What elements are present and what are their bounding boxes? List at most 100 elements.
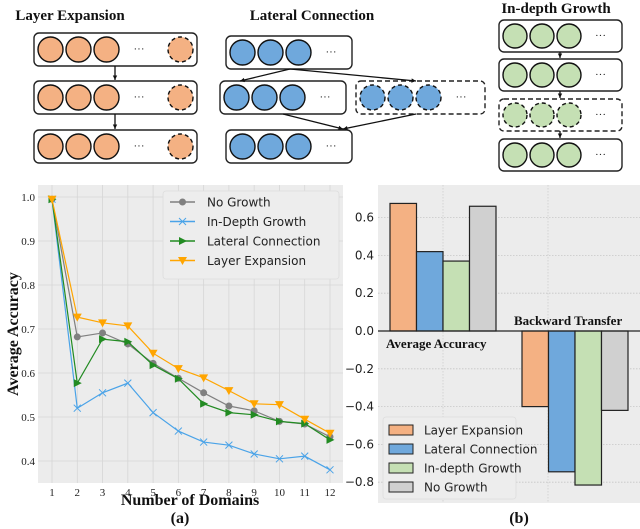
marker-triangle-down (123, 322, 133, 331)
marker-x (199, 438, 208, 446)
marker-triangle-down (173, 365, 183, 374)
lateral-row-new: ··· (355, 80, 486, 115)
marker-x-stroke (250, 450, 259, 458)
marker-circle (225, 402, 233, 410)
ellipsis: ··· (595, 30, 606, 42)
ellipsis: ··· (134, 44, 145, 56)
series-line (51, 199, 331, 434)
y-tick-label: 0.0 (355, 324, 374, 338)
x-axis-label: Number of Domains (121, 492, 259, 509)
marker-triangle-down (47, 195, 57, 204)
legend-swatch (388, 462, 414, 474)
in-depth-row: ··· (498, 58, 623, 92)
arrow-head (343, 125, 348, 131)
neuron (65, 84, 92, 111)
ellipsis: ··· (134, 141, 145, 153)
legend-swatch (388, 424, 414, 436)
x-tick-label: 7 (201, 487, 207, 499)
bars (378, 202, 640, 486)
marker-x (178, 217, 187, 226)
series-line (51, 199, 331, 471)
lateral-row-bottom: ··· (225, 129, 353, 164)
series-layer-expansion (47, 195, 335, 438)
legend-label: Lateral Connection (207, 235, 320, 249)
neuron (229, 39, 256, 66)
legend-label: Lateral Connection (424, 443, 537, 457)
in-depth-row: ··· (498, 138, 623, 172)
layer-box (498, 138, 623, 172)
bar-in-depth-growth (442, 260, 471, 332)
in-depth-row: ··· (498, 98, 623, 132)
bar-layer-expansion (389, 202, 418, 332)
layer-box (225, 129, 353, 164)
legend-entry: Lateral Connection (388, 443, 537, 457)
x-tick-label: 3 (100, 487, 106, 499)
axis-ticks: 1 2 3 4 5 6 7 8 9 10 11 120.40.50.60.70.80.91.0 (21, 192, 335, 499)
category-label-average-accuracy: Average Accuracy (386, 336, 487, 351)
neuron (251, 84, 278, 111)
legend-swatch (388, 481, 414, 493)
legend-entry: No Growth (388, 481, 488, 495)
marker-x-stroke (225, 441, 233, 450)
marker-triangle-down (178, 257, 187, 265)
neuron (529, 62, 555, 88)
marker-triangle-down (98, 319, 108, 328)
bar-chart-metrics: −0.8 −0.6 −0.4 −0.2 0.0 0.2 0.4 0.6 Layer Expan… (345, 185, 640, 527)
neuron (257, 133, 284, 160)
ellipsis: ··· (595, 109, 606, 121)
x-tick-label: 2 (75, 487, 81, 499)
marker-x-stroke (98, 388, 107, 397)
neuron (285, 39, 312, 66)
layer-box (498, 98, 623, 132)
marker-x (250, 450, 259, 458)
x-tick-label: 8 (226, 487, 232, 499)
neuron (529, 102, 555, 128)
marker-triangle-down (249, 400, 259, 409)
marker-triangle-right (275, 417, 284, 426)
y-tick-label: −0.4 (345, 400, 374, 414)
marker-x (326, 465, 334, 474)
neuron (556, 142, 582, 168)
y-tick-label: 0.9 (21, 236, 35, 248)
y-tick-label: 0.5 (21, 412, 35, 424)
arrow-head (338, 125, 343, 131)
neuron (556, 102, 582, 128)
arrow-head (557, 93, 563, 98)
legend: No Growth In-Depth Growth Lateral Connecti… (162, 190, 340, 280)
neuron (65, 36, 92, 63)
diagram-title-lateral-connection: Lateral Connection (250, 8, 375, 24)
marker-triangle-right (174, 374, 183, 383)
arrow-head (557, 53, 563, 58)
arrow (239, 68, 291, 82)
marker-triangle-right (225, 408, 234, 417)
y-tick-label: −0.8 (345, 475, 374, 489)
neuron (229, 133, 256, 160)
neuron (502, 102, 528, 128)
legend-label: Layer Expansion (207, 254, 306, 268)
neuron (93, 36, 120, 63)
layer-expansion-row: ··· (33, 32, 198, 67)
arrow (342, 113, 417, 130)
ellipsis: ··· (326, 141, 337, 153)
legend-label: In-depth Growth (424, 462, 522, 476)
y-tick-label: 0.4 (355, 248, 374, 262)
marker-x (149, 408, 157, 417)
marker-circle (99, 329, 107, 337)
series-line (51, 199, 331, 441)
marker-triangle-down (274, 401, 284, 410)
x-tick-label: 10 (274, 487, 286, 499)
arrow (289, 68, 417, 82)
bar-lateral-connection (415, 251, 444, 332)
legend-entry: No Growth (170, 196, 271, 210)
x-tick-label: 4 (125, 487, 131, 499)
marker-x-stroke (199, 438, 208, 446)
y-tick-label: 0.4 (21, 456, 35, 468)
neuron (556, 23, 582, 49)
marker-x (174, 427, 183, 435)
series-lines (47, 195, 335, 474)
y-tick-label: −0.6 (345, 437, 374, 451)
neuron (257, 39, 284, 66)
ellipsis: ··· (456, 92, 467, 104)
x-tick-label: 9 (251, 487, 257, 499)
